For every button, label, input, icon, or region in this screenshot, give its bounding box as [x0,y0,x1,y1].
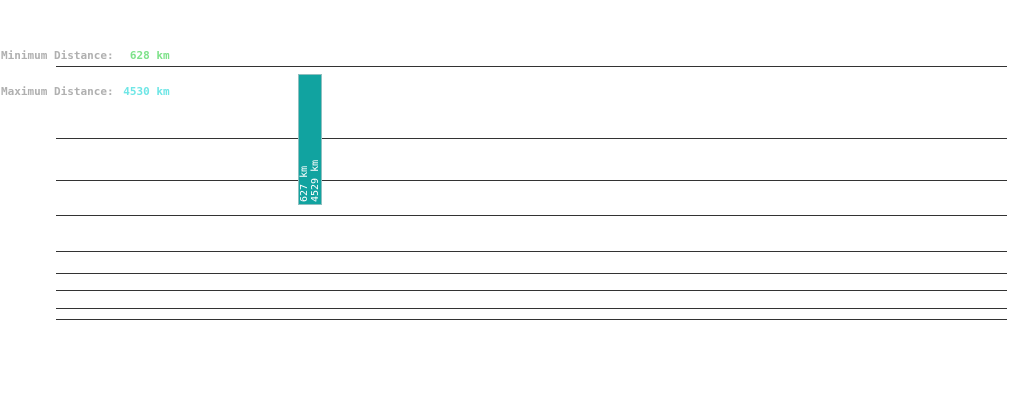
grid-line [56,215,1007,216]
legend-min-label: Minimum Distance: [1,49,114,62]
grid-line [56,273,1007,274]
grid-line [56,290,1007,291]
grid-line [56,180,1007,181]
legend-max-label: Maximum Distance: [1,85,114,98]
legend-max-row: Maximum Distance: 4530 km [1,86,170,98]
distance-legend: Minimum Distance: 628 km Maximum Distance… [1,26,170,110]
legend-min-row: Minimum Distance: 628 km [1,50,170,62]
grid-line [56,138,1007,139]
grid-line [56,319,1007,320]
distance-range-bar[interactable]: 627 km 4529 km [298,74,322,205]
grid-line [56,251,1007,252]
grid-line [56,66,1007,67]
legend-min-value: 628 km [129,49,170,62]
bar-max-label: 4529 km [310,159,321,202]
legend-max-value: 4530 km [123,85,170,98]
grid-line [56,308,1007,309]
